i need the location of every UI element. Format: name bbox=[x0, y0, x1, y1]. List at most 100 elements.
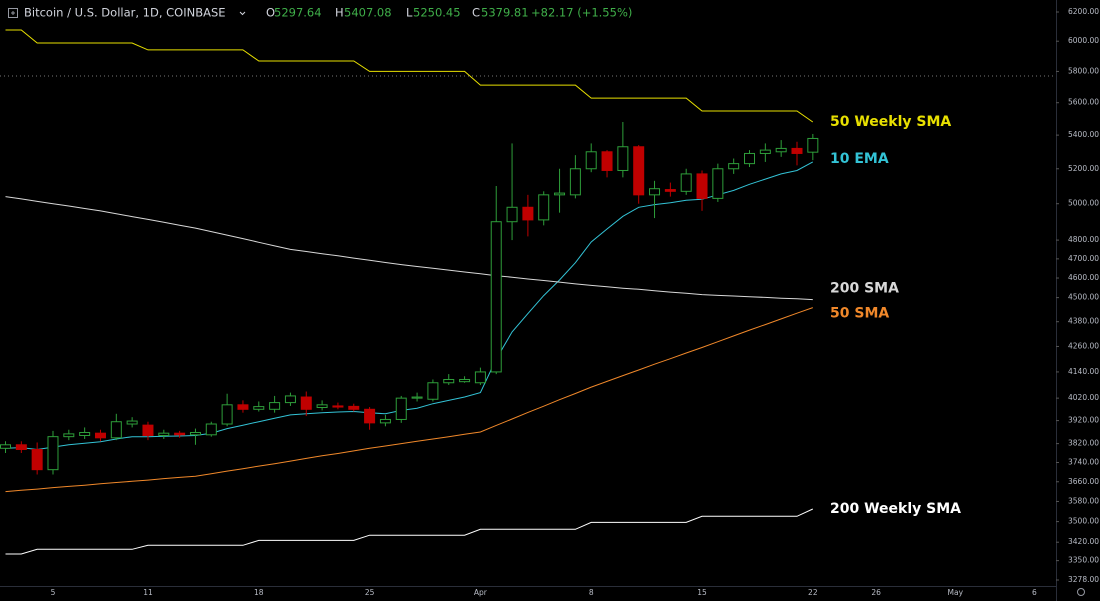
candle-body bbox=[522, 206, 534, 221]
ohlc-value: 5379.81 bbox=[481, 6, 529, 20]
expand-icon-plus bbox=[11, 11, 15, 15]
indicator-line bbox=[5, 307, 813, 493]
ohlc-label: H bbox=[335, 6, 344, 20]
y-tick-label: 4500.00 bbox=[1068, 293, 1099, 302]
indicator-line bbox=[5, 196, 813, 301]
y-tick-label: 4140.00 bbox=[1068, 367, 1099, 376]
x-tick-label: 5 bbox=[51, 588, 56, 597]
candle-body bbox=[617, 146, 629, 171]
x-tick-label: 22 bbox=[808, 588, 818, 597]
candle-body bbox=[237, 404, 249, 410]
candle-body bbox=[490, 221, 502, 373]
candle-body bbox=[348, 405, 360, 410]
candle-body bbox=[284, 395, 296, 404]
candle-body bbox=[633, 146, 645, 196]
x-tick-label: 18 bbox=[254, 588, 264, 597]
candle-body bbox=[791, 147, 803, 154]
candle-body bbox=[316, 404, 328, 409]
y-tick-label: 3820.00 bbox=[1068, 439, 1099, 448]
y-tick-label: 3740.00 bbox=[1068, 457, 1099, 466]
series-label: 200 Weekly SMA bbox=[830, 501, 961, 517]
candle-body bbox=[474, 371, 486, 384]
symbol-dropdown[interactable] bbox=[239, 11, 246, 16]
candle-body bbox=[142, 424, 154, 436]
ohlc-value: 5250.45 bbox=[413, 6, 461, 20]
y-tick-label: 4380.00 bbox=[1068, 317, 1099, 326]
x-tick-label: 15 bbox=[697, 588, 707, 597]
y-tick-label: 3278.00 bbox=[1068, 575, 1099, 584]
y-tick-label: 4020.00 bbox=[1068, 393, 1099, 402]
candle-body bbox=[300, 396, 312, 410]
x-tick-label: May bbox=[948, 588, 964, 597]
y-tick-label: 5400.00 bbox=[1068, 130, 1099, 139]
x-tick-label: 25 bbox=[365, 588, 375, 597]
ohlc-value: 5297.64 bbox=[274, 6, 322, 20]
ohlc-label: O bbox=[266, 6, 275, 20]
y-tick-label: 3350.00 bbox=[1068, 556, 1099, 565]
candle-body bbox=[158, 432, 170, 436]
expand-icon[interactable] bbox=[8, 8, 18, 18]
candle-body bbox=[110, 421, 122, 439]
y-tick-label: 3580.00 bbox=[1068, 496, 1099, 505]
y-tick-label: 5600.00 bbox=[1068, 98, 1099, 107]
candle-body bbox=[680, 173, 692, 192]
candle-body bbox=[332, 405, 344, 408]
candle-body bbox=[554, 192, 566, 196]
y-tick-label: 6000.00 bbox=[1068, 36, 1099, 45]
candle-body bbox=[221, 404, 233, 425]
series-label: 50 Weekly SMA bbox=[830, 114, 951, 130]
candle-body bbox=[94, 432, 106, 439]
ohlc-value: 5407.08 bbox=[344, 6, 392, 20]
candle-body bbox=[379, 418, 391, 424]
candle-body bbox=[47, 436, 59, 471]
y-tick-label: 3420.00 bbox=[1068, 537, 1099, 546]
ohlc-label: L bbox=[406, 6, 413, 20]
candle-body bbox=[696, 173, 708, 199]
y-tick-label: 3660.00 bbox=[1068, 477, 1099, 486]
series-label: 10 EMA bbox=[830, 151, 889, 167]
candle-body bbox=[459, 378, 471, 383]
candle-body bbox=[205, 423, 217, 436]
candle-body bbox=[506, 206, 518, 223]
y-tick-label: 3920.00 bbox=[1068, 416, 1099, 425]
y-tick-label: 5200.00 bbox=[1068, 164, 1099, 173]
candle-body bbox=[63, 433, 75, 438]
x-tick-label: Apr bbox=[474, 588, 488, 597]
y-tick-label: 5800.00 bbox=[1068, 66, 1099, 75]
y-tick-label: 4800.00 bbox=[1068, 235, 1099, 244]
candle-body bbox=[807, 137, 819, 153]
change-value: +82.17 (+1.55%) bbox=[531, 6, 632, 20]
candle-body bbox=[601, 151, 613, 171]
y-tick-label: 4600.00 bbox=[1068, 273, 1099, 282]
candle-body bbox=[174, 432, 186, 436]
candle-body bbox=[744, 152, 756, 165]
candle-body bbox=[126, 420, 138, 425]
candle-body bbox=[0, 444, 11, 449]
candle-body bbox=[443, 378, 455, 384]
candle-body bbox=[364, 408, 376, 424]
y-tick-label: 3500.00 bbox=[1068, 517, 1099, 526]
candle-body bbox=[775, 147, 787, 153]
candle-body bbox=[269, 402, 281, 410]
settings-icon[interactable] bbox=[1077, 588, 1085, 596]
series-label: 50 SMA bbox=[830, 306, 889, 322]
candle-body bbox=[411, 396, 423, 399]
candle-body bbox=[664, 189, 676, 192]
indicator-line bbox=[5, 29, 814, 123]
x-tick-label: 11 bbox=[143, 588, 153, 597]
indicator-line bbox=[5, 508, 814, 555]
candle-body bbox=[189, 431, 201, 436]
candle-body bbox=[585, 151, 597, 170]
candle-body bbox=[15, 444, 27, 450]
symbol-title: Bitcoin / U.S. Dollar, 1D, COINBASE bbox=[24, 6, 226, 20]
candle-body bbox=[253, 406, 265, 410]
candle-body bbox=[649, 188, 661, 196]
candle-body bbox=[427, 382, 439, 400]
x-tick-label: 8 bbox=[589, 588, 594, 597]
y-tick-label: 4260.00 bbox=[1068, 341, 1099, 350]
candle-body bbox=[728, 163, 740, 170]
series-label: 200 SMA bbox=[830, 281, 899, 297]
